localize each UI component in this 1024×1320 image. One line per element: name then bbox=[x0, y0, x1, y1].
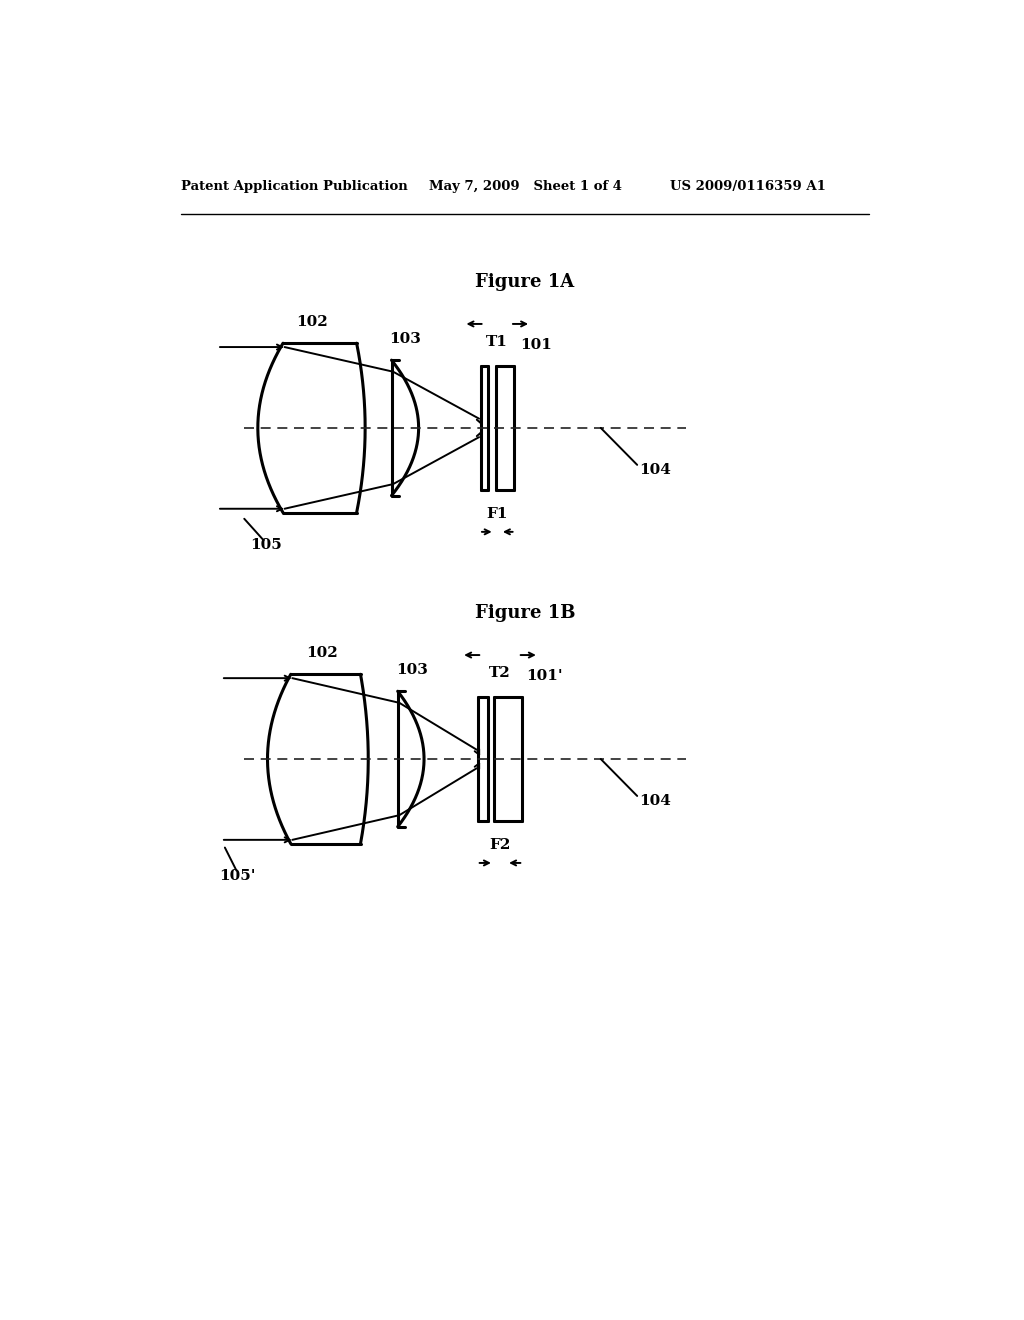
Text: 104: 104 bbox=[640, 463, 672, 478]
Text: May 7, 2009   Sheet 1 of 4: May 7, 2009 Sheet 1 of 4 bbox=[429, 181, 622, 194]
Text: Patent Application Publication: Patent Application Publication bbox=[180, 181, 408, 194]
Text: 103: 103 bbox=[395, 663, 428, 677]
Text: 102: 102 bbox=[296, 314, 328, 329]
Text: 103: 103 bbox=[389, 331, 422, 346]
Text: Figure 1B: Figure 1B bbox=[474, 603, 575, 622]
Text: F2: F2 bbox=[489, 838, 511, 853]
Text: 102: 102 bbox=[306, 645, 338, 660]
Text: F1: F1 bbox=[486, 507, 508, 521]
Text: 101': 101' bbox=[526, 669, 563, 682]
Text: 101: 101 bbox=[520, 338, 552, 351]
Text: 105': 105' bbox=[219, 869, 256, 883]
Text: 104: 104 bbox=[640, 795, 672, 808]
Text: Figure 1A: Figure 1A bbox=[475, 273, 574, 290]
Text: T1: T1 bbox=[486, 335, 508, 348]
Text: US 2009/0116359 A1: US 2009/0116359 A1 bbox=[671, 181, 826, 194]
Text: 105: 105 bbox=[251, 539, 283, 552]
Text: T2: T2 bbox=[489, 665, 511, 680]
